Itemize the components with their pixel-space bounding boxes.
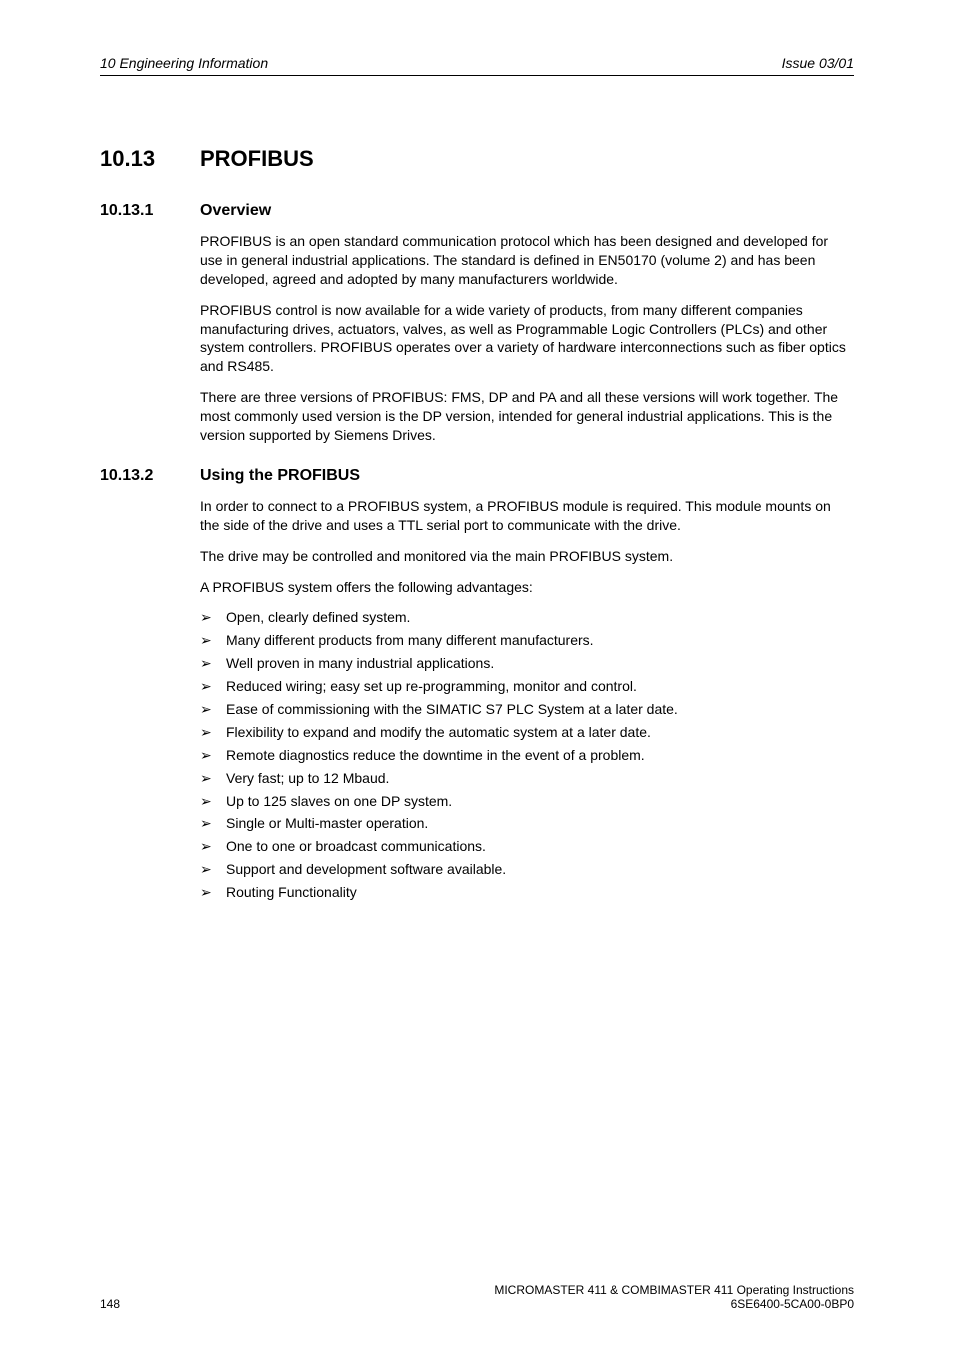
paragraph: In order to connect to a PROFIBUS system…	[200, 497, 854, 535]
header-right: Issue 03/01	[782, 55, 854, 71]
list-item: ➢Routing Functionality	[200, 883, 854, 902]
list-item: ➢Reduced wiring; easy set up re-programm…	[200, 677, 854, 696]
list-item: ➢Well proven in many industrial applicat…	[200, 654, 854, 673]
list-item: ➢Open, clearly defined system.	[200, 608, 854, 627]
list-item: ➢Many different products from many diffe…	[200, 631, 854, 650]
list-item-text: Ease of commissioning with the SIMATIC S…	[226, 700, 678, 719]
bullet-icon: ➢	[200, 631, 226, 650]
subsection-heading: 10.13.1 Overview	[100, 202, 854, 220]
list-item-text: Support and development software availab…	[226, 860, 506, 879]
paragraph: PROFIBUS is an open standard communicati…	[200, 232, 854, 289]
list-item: ➢Support and development software availa…	[200, 860, 854, 879]
paragraph: PROFIBUS control is now available for a …	[200, 301, 854, 377]
bullet-icon: ➢	[200, 883, 226, 902]
footer-line1: MICROMASTER 411 & COMBIMASTER 411 Operat…	[100, 1283, 854, 1297]
list-item: ➢One to one or broadcast communications.	[200, 837, 854, 856]
list-item: ➢Up to 125 slaves on one DP system.	[200, 792, 854, 811]
footer-doc-id: 6SE6400-5CA00-0BP0	[731, 1297, 854, 1311]
page-header: 10 Engineering Information Issue 03/01	[100, 55, 854, 76]
list-item-text: Remote diagnostics reduce the downtime i…	[226, 746, 645, 765]
page-number: 148	[100, 1297, 120, 1311]
section-title: PROFIBUS	[200, 146, 314, 172]
list-item: ➢Very fast; up to 12 Mbaud.	[200, 769, 854, 788]
subsection-number: 10.13.1	[100, 202, 200, 220]
bullet-icon: ➢	[200, 608, 226, 627]
section-heading: 10.13 PROFIBUS	[100, 146, 854, 172]
subsection-title: Overview	[200, 202, 271, 220]
paragraph: There are three versions of PROFIBUS: FM…	[200, 388, 854, 445]
paragraph: A PROFIBUS system offers the following a…	[200, 578, 854, 597]
bullet-icon: ➢	[200, 677, 226, 696]
bullet-icon: ➢	[200, 792, 226, 811]
bullet-icon: ➢	[200, 860, 226, 879]
subsection-body: In order to connect to a PROFIBUS system…	[200, 497, 854, 902]
list-item-text: Very fast; up to 12 Mbaud.	[226, 769, 389, 788]
list-item-text: One to one or broadcast communications.	[226, 837, 486, 856]
subsection-number: 10.13.2	[100, 467, 200, 485]
bullet-icon: ➢	[200, 746, 226, 765]
header-left: 10 Engineering Information	[100, 55, 268, 71]
list-item-text: Many different products from many differ…	[226, 631, 594, 650]
list-item-text: Single or Multi-master operation.	[226, 814, 428, 833]
list-item-text: Flexibility to expand and modify the aut…	[226, 723, 651, 742]
subsection-title: Using the PROFIBUS	[200, 467, 360, 485]
bullet-icon: ➢	[200, 814, 226, 833]
bullet-icon: ➢	[200, 723, 226, 742]
advantages-list: ➢Open, clearly defined system. ➢Many dif…	[200, 608, 854, 902]
list-item: ➢Flexibility to expand and modify the au…	[200, 723, 854, 742]
section-number: 10.13	[100, 146, 200, 172]
list-item: ➢Ease of commissioning with the SIMATIC …	[200, 700, 854, 719]
list-item-text: Up to 125 slaves on one DP system.	[226, 792, 452, 811]
page: 10 Engineering Information Issue 03/01 1…	[0, 0, 954, 1351]
subsection-heading: 10.13.2 Using the PROFIBUS	[100, 467, 854, 485]
bullet-icon: ➢	[200, 837, 226, 856]
bullet-icon: ➢	[200, 654, 226, 673]
list-item-text: Routing Functionality	[226, 883, 357, 902]
subsection-body: PROFIBUS is an open standard communicati…	[200, 232, 854, 445]
list-item-text: Open, clearly defined system.	[226, 608, 410, 627]
bullet-icon: ➢	[200, 700, 226, 719]
list-item-text: Well proven in many industrial applicati…	[226, 654, 494, 673]
list-item: ➢Single or Multi-master operation.	[200, 814, 854, 833]
list-item: ➢Remote diagnostics reduce the downtime …	[200, 746, 854, 765]
page-footer: MICROMASTER 411 & COMBIMASTER 411 Operat…	[100, 1283, 854, 1311]
bullet-icon: ➢	[200, 769, 226, 788]
footer-line2: 148 6SE6400-5CA00-0BP0	[100, 1297, 854, 1311]
list-item-text: Reduced wiring; easy set up re-programmi…	[226, 677, 637, 696]
paragraph: The drive may be controlled and monitore…	[200, 547, 854, 566]
